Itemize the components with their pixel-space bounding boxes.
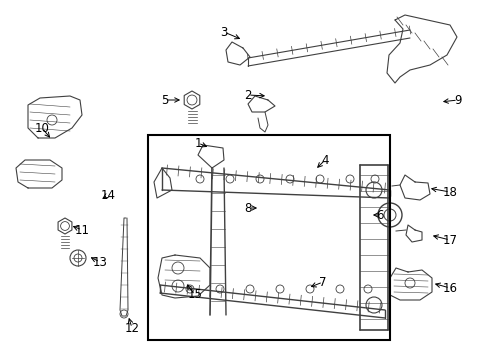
Text: 9: 9 xyxy=(453,94,461,107)
Text: 4: 4 xyxy=(321,153,328,166)
Text: 10: 10 xyxy=(35,122,49,135)
Text: 8: 8 xyxy=(244,202,251,215)
Text: 3: 3 xyxy=(220,26,227,39)
Polygon shape xyxy=(184,91,200,109)
Text: 16: 16 xyxy=(442,282,457,294)
Text: 18: 18 xyxy=(442,185,456,198)
Text: 17: 17 xyxy=(442,234,457,247)
Polygon shape xyxy=(58,218,72,234)
Text: 13: 13 xyxy=(92,256,107,269)
Text: 15: 15 xyxy=(187,288,202,302)
Text: 12: 12 xyxy=(124,321,139,334)
Text: 2: 2 xyxy=(244,89,251,102)
Text: 7: 7 xyxy=(319,275,326,288)
Bar xyxy=(148,135,389,340)
Text: 6: 6 xyxy=(375,208,383,221)
Text: 1: 1 xyxy=(194,136,202,149)
Text: 14: 14 xyxy=(101,189,115,202)
Text: 5: 5 xyxy=(161,94,168,107)
Text: 11: 11 xyxy=(74,224,89,237)
